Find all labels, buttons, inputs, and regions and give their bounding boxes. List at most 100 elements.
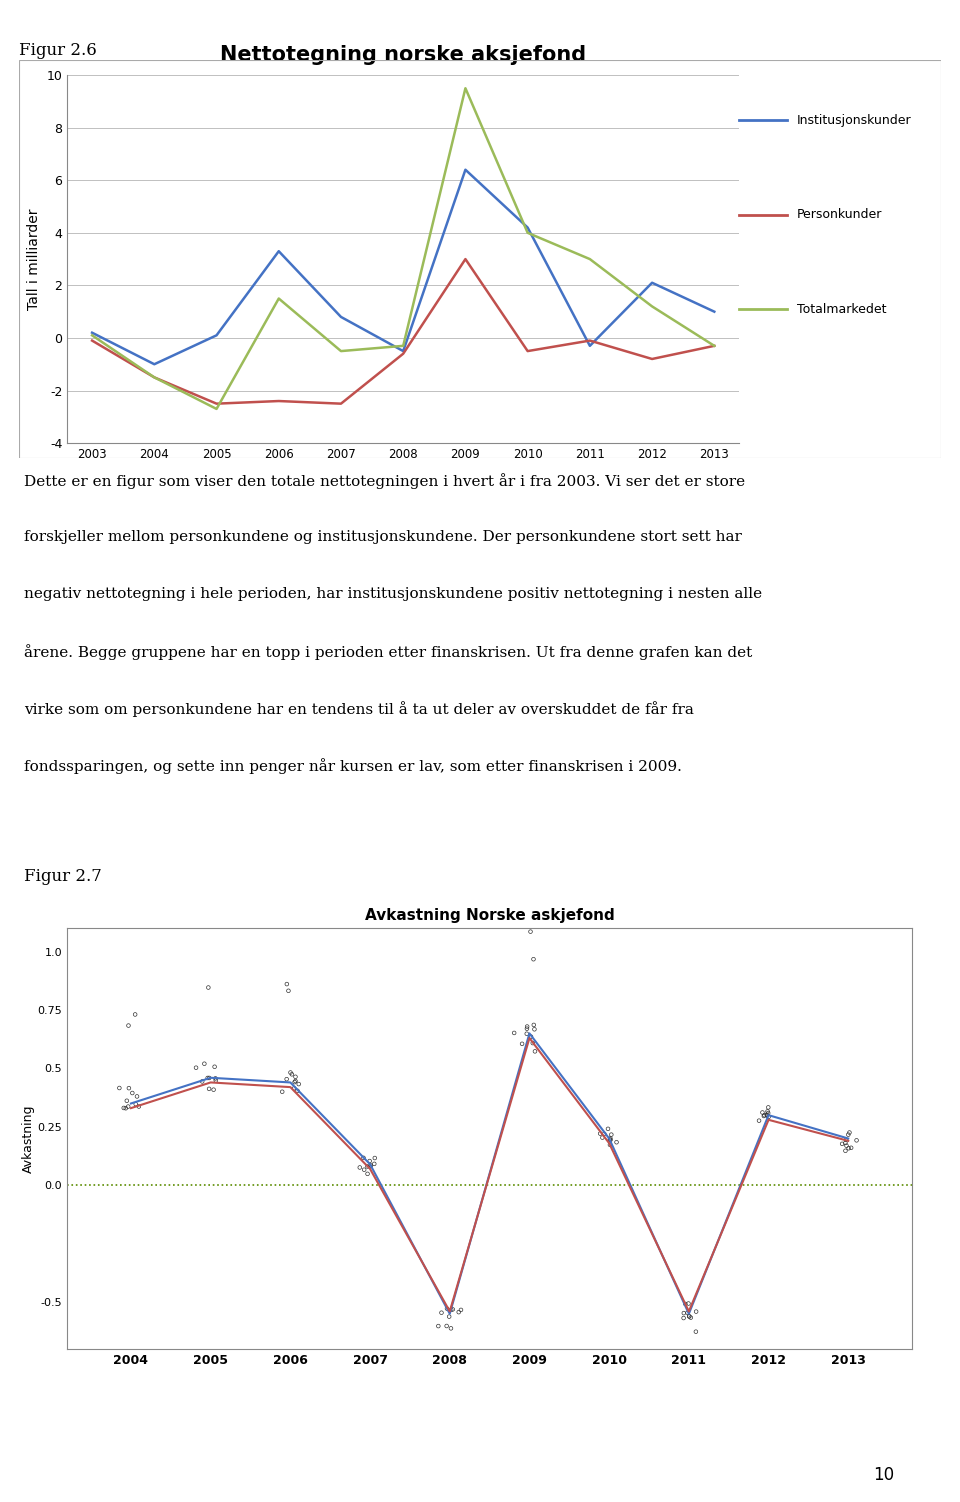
- Point: [760, 1095, 776, 1119]
- Point: [111, 1075, 127, 1099]
- Point: [121, 1075, 136, 1099]
- Point: [286, 1077, 301, 1101]
- Text: Dette er en figur som viser den totale nettotegningen i hvert år i fra 2003. Vi : Dette er en figur som viser den totale n…: [24, 473, 745, 490]
- Point: [275, 1080, 290, 1104]
- Point: [834, 1133, 850, 1157]
- Point: [195, 1069, 210, 1093]
- Point: [451, 1301, 467, 1325]
- Point: [676, 1307, 691, 1331]
- Point: [444, 1316, 459, 1340]
- Point: [431, 1314, 446, 1338]
- Point: [130, 1084, 145, 1108]
- Point: [519, 1017, 535, 1041]
- Point: [841, 1122, 856, 1146]
- Point: [434, 1301, 449, 1325]
- Point: [119, 1089, 134, 1113]
- Point: [279, 1066, 295, 1090]
- Point: [287, 1069, 302, 1093]
- Text: Personkunder: Personkunder: [797, 209, 882, 221]
- Point: [200, 1066, 215, 1090]
- Point: [603, 1128, 618, 1152]
- Point: [760, 1101, 776, 1125]
- Point: [453, 1298, 468, 1322]
- Point: [684, 1305, 699, 1329]
- Point: [367, 1146, 382, 1170]
- Point: [604, 1122, 619, 1146]
- Point: [526, 1012, 541, 1036]
- Point: [205, 1077, 221, 1101]
- Point: [756, 1102, 772, 1126]
- Point: [688, 1320, 704, 1344]
- Point: [842, 1120, 857, 1145]
- Point: [202, 1077, 217, 1101]
- Point: [759, 1104, 775, 1128]
- Text: Institusjonskunder: Institusjonskunder: [797, 114, 911, 126]
- Point: [279, 972, 295, 996]
- Point: [849, 1128, 864, 1152]
- Point: [844, 1136, 859, 1160]
- Point: [363, 1154, 378, 1178]
- Point: [356, 1158, 372, 1182]
- Title: Avkastning Norske askjefond: Avkastning Norske askjefond: [365, 907, 614, 922]
- Point: [523, 919, 539, 943]
- Point: [360, 1163, 375, 1187]
- Point: [288, 1065, 303, 1089]
- Point: [125, 1081, 140, 1105]
- Point: [525, 1030, 540, 1054]
- Point: [527, 1039, 542, 1063]
- Point: [121, 1095, 136, 1119]
- Point: [197, 1051, 212, 1075]
- Point: [201, 975, 216, 999]
- Point: [756, 1104, 772, 1128]
- Point: [755, 1101, 770, 1125]
- Point: [761, 1105, 777, 1130]
- Text: fondssparingen, og sette inn penger når kursen er lav, som etter finanskrisen i : fondssparingen, og sette inn penger når …: [24, 759, 682, 775]
- Y-axis label: Avkastning: Avkastning: [22, 1104, 35, 1173]
- Point: [208, 1068, 224, 1092]
- Point: [527, 1017, 542, 1041]
- Point: [680, 1365, 695, 1389]
- Point: [678, 1292, 693, 1316]
- Point: [367, 1152, 382, 1176]
- Point: [839, 1134, 854, 1158]
- Text: virke som om personkundene har en tendens til å ta ut deler av overskuddet de få: virke som om personkundene har en tenden…: [24, 701, 694, 718]
- Point: [759, 1102, 775, 1126]
- Point: [838, 1139, 853, 1163]
- Point: [519, 1014, 535, 1038]
- Point: [507, 1021, 522, 1045]
- Point: [363, 1155, 378, 1179]
- Point: [841, 1136, 856, 1160]
- Point: [515, 1032, 530, 1056]
- Point: [523, 1024, 539, 1048]
- Point: [128, 1092, 143, 1116]
- Point: [356, 1146, 372, 1170]
- Point: [688, 1299, 704, 1323]
- Point: [283, 1060, 299, 1084]
- Title: Nettotegning norske aksjefond: Nettotegning norske aksjefond: [220, 45, 587, 65]
- Point: [121, 1014, 136, 1038]
- Point: [188, 1056, 204, 1080]
- Point: [128, 1002, 143, 1026]
- Point: [609, 1130, 624, 1154]
- Point: [760, 1099, 776, 1123]
- Point: [280, 979, 296, 1003]
- Point: [291, 1072, 306, 1096]
- Point: [290, 1078, 305, 1102]
- Point: [288, 1069, 303, 1093]
- Point: [519, 1021, 535, 1045]
- Point: [602, 1128, 617, 1152]
- Text: årene. Begge gruppene har en topp i perioden etter finanskrisen. Ut fra denne gr: årene. Begge gruppene har en topp i peri…: [24, 644, 753, 661]
- Point: [360, 1155, 375, 1179]
- Point: [681, 1292, 696, 1316]
- Point: [207, 1054, 223, 1078]
- Point: [680, 1301, 695, 1325]
- Point: [752, 1108, 767, 1133]
- Point: [596, 1122, 612, 1146]
- Point: [116, 1096, 132, 1120]
- Point: [602, 1133, 617, 1157]
- Point: [362, 1149, 377, 1173]
- Point: [284, 1062, 300, 1086]
- Text: negativ nettotegning i hele perioden, har institusjonskundene positiv nettotegni: negativ nettotegning i hele perioden, ha…: [24, 587, 762, 601]
- Point: [682, 1304, 697, 1328]
- Text: forskjeller mellom personkundene og institusjonskundene. Der personkundene stort: forskjeller mellom personkundene og inst…: [24, 530, 742, 544]
